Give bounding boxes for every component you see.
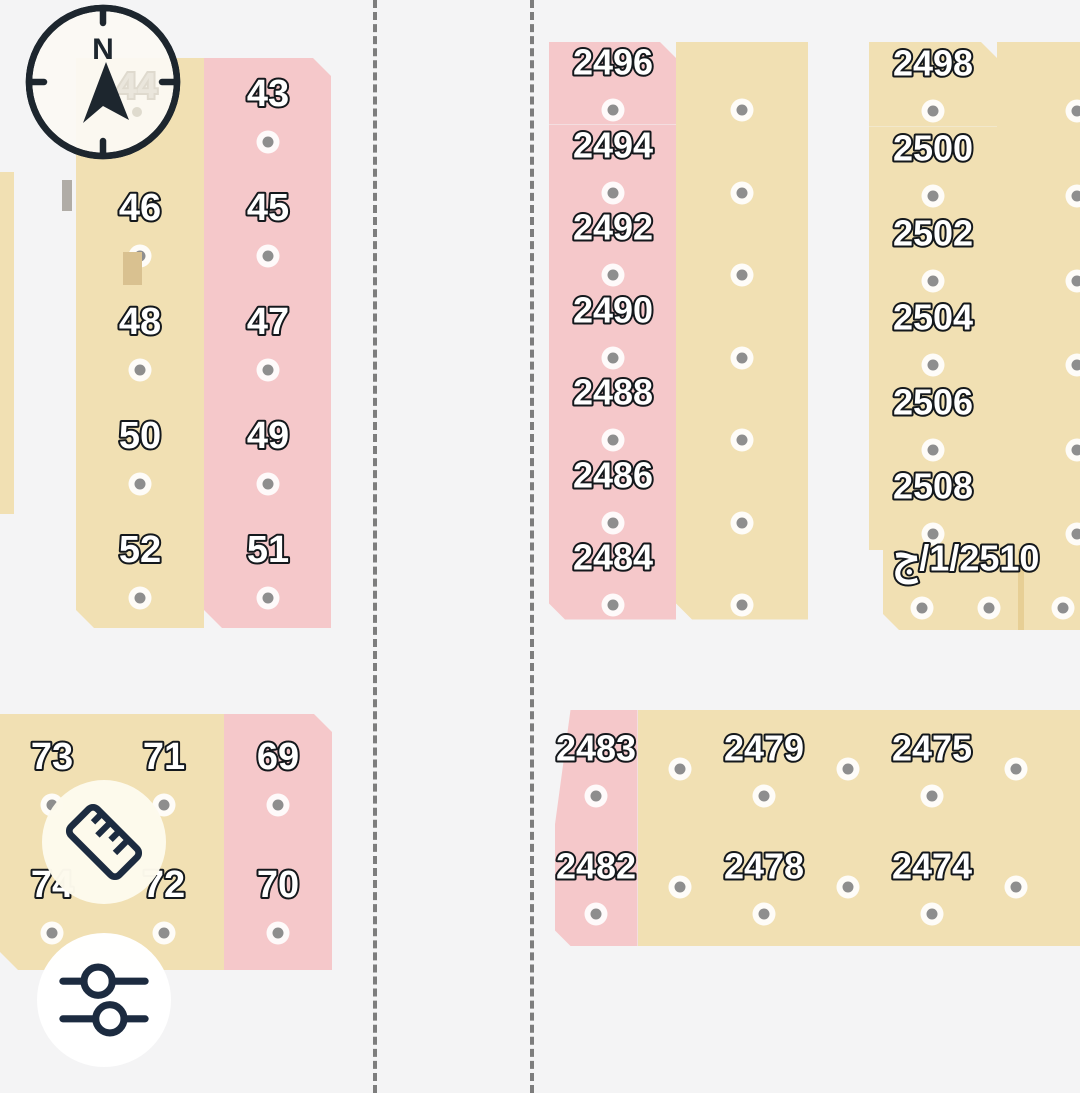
svg-text:69: 69 — [257, 736, 299, 778]
svg-text:45: 45 — [246, 187, 288, 229]
svg-text:49: 49 — [246, 415, 288, 457]
svg-text:43: 43 — [246, 73, 288, 115]
svg-text:47: 47 — [246, 301, 288, 343]
svg-text:70: 70 — [257, 864, 299, 906]
svg-text:ج/1/2510: ج/1/2510 — [894, 538, 1039, 585]
svg-text:N: N — [92, 33, 114, 66]
svg-text:51: 51 — [246, 529, 288, 571]
